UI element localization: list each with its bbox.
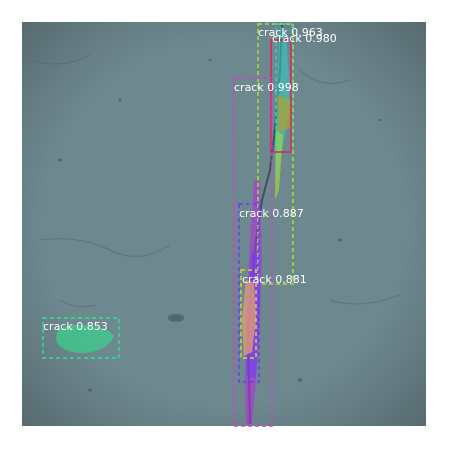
label-det-5: crack 0.881 <box>242 273 307 286</box>
box-det-2 <box>270 39 292 153</box>
box-det-4 <box>233 77 273 427</box>
label-det-4: crack 0.887 <box>239 207 304 220</box>
concrete-photo <box>22 22 426 426</box>
label-det-1: crack 0.963 <box>258 26 323 39</box>
box-det-5 <box>238 203 260 383</box>
bounding-boxes <box>42 23 294 427</box>
detection-labels: crack 0.963 crack 0.980 crack 0.998 crac… <box>43 26 337 333</box>
box-det-1 <box>275 23 293 153</box>
label-det-7: crack 0.853 <box>43 320 108 333</box>
box-det-7 <box>42 317 120 359</box>
label-det-2: crack 0.980 <box>272 32 337 45</box>
label-det-3: crack 0.998 <box>234 81 299 94</box>
box-det-6 <box>240 269 257 359</box>
